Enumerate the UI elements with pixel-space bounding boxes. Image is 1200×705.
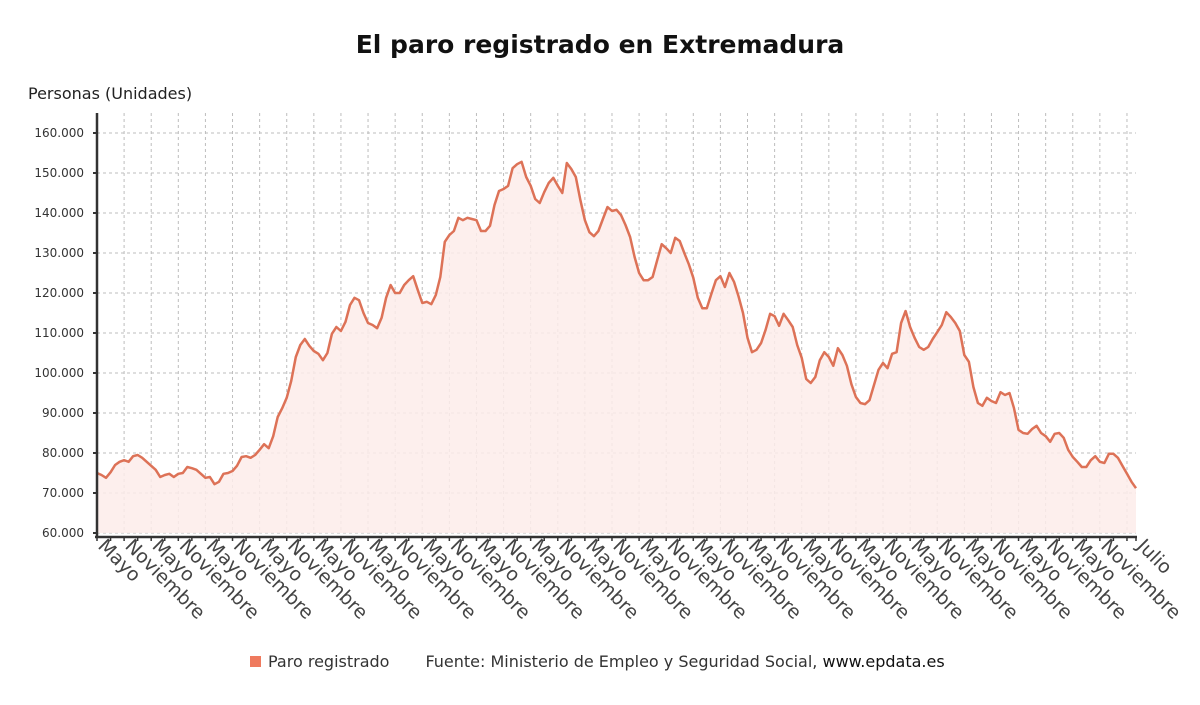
y-axis: 60.000 70.000 80.000 90.000 100.000 110.000 12… xyxy=(34,113,99,540)
y-tick-label: 90.000 xyxy=(42,406,84,420)
y-tick-label: 120.000 xyxy=(34,286,84,300)
series-line-paro-registrado xyxy=(96,160,1138,489)
y-axis-label: Personas (Unidades) xyxy=(28,84,193,103)
source-url[interactable]: www.epdata.es xyxy=(822,652,945,671)
y-tick-label: 60.000 xyxy=(42,526,84,540)
chart-title: El paro registrado en Extremadura xyxy=(355,30,845,59)
x-axis: MayoNoviembreMayoNoviembreMayoNoviembreM… xyxy=(93,534,1185,624)
source-text: Fuente: Ministerio de Empleo y Seguridad… xyxy=(425,652,944,671)
source-prefix: Fuente: Ministerio de Empleo y Seguridad… xyxy=(425,652,818,671)
y-tick-label: 100.000 xyxy=(34,366,84,380)
y-tick-label: 160.000 xyxy=(34,126,84,140)
legend: Paro registrado Fuente: Ministerio de Em… xyxy=(250,652,945,671)
y-tick-label: 80.000 xyxy=(42,446,84,460)
y-tick-label: 140.000 xyxy=(34,206,84,220)
y-tick-label: 130.000 xyxy=(34,246,84,260)
legend-series-label: Paro registrado xyxy=(268,652,390,671)
y-tick-label: 70.000 xyxy=(42,486,84,500)
y-tick-label: 110.000 xyxy=(34,326,84,340)
legend-swatch xyxy=(250,656,261,667)
series-area-fill xyxy=(97,161,1136,534)
y-tick-label: 150.000 xyxy=(34,166,84,180)
